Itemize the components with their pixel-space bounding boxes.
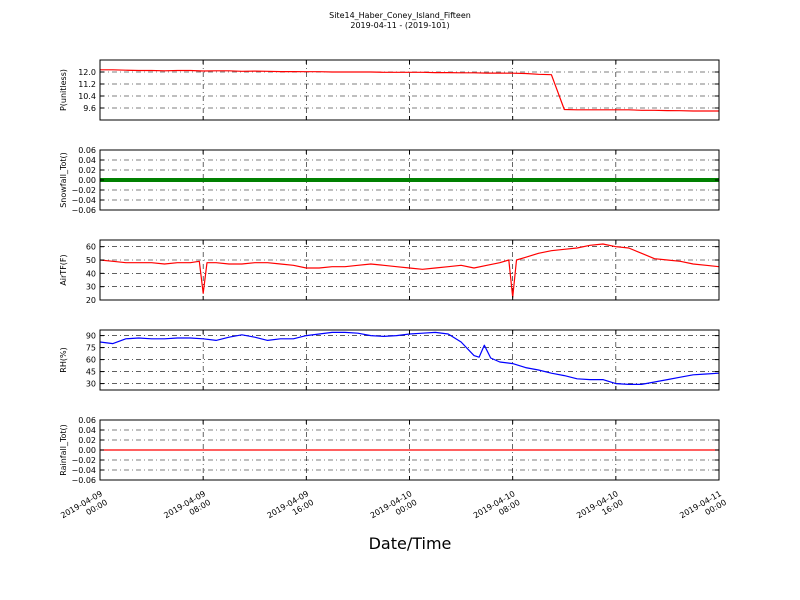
y-tick-label: 30 [86, 380, 96, 389]
panel-1: 9.6 10.4 11.2 12.0 P(unitless) [59, 59, 720, 121]
figure-subtitle: 2019-04-11 - (2019-101) [350, 21, 450, 30]
y-axis-label: P(unitless) [59, 69, 68, 111]
series-line [99, 243, 720, 298]
y-tick-label: 10.4 [78, 92, 96, 101]
y-axis-label: Rainfall_Tot() [59, 424, 68, 476]
panel-4: 30 45 60 75 90 RH(%) [59, 329, 720, 391]
y-tick-label: −0.06 [71, 476, 96, 485]
panel-3: 20 30 40 50 60 AirTF(F) [59, 239, 720, 305]
y-tick-label: −0.04 [71, 466, 96, 475]
x-axis-label: Date/Time [368, 534, 452, 553]
y-tick-label: 60 [86, 243, 96, 252]
y-tick-label: 50 [86, 256, 96, 265]
y-tick-label: 0.00 [78, 446, 96, 455]
y-tick-label: 45 [86, 368, 96, 377]
panel-2: −0.06−0.04−0.020.000.020.040.06 Snowfall_… [59, 146, 720, 215]
y-axis-label: Snowfall_Tot() [59, 152, 68, 208]
y-tick-label: 0.06 [78, 146, 96, 155]
y-tick-label: 90 [86, 332, 96, 341]
y-tick-label: 0.06 [78, 416, 96, 425]
y-tick-label: 60 [86, 356, 96, 365]
y-tick-label: 0.04 [78, 156, 96, 165]
y-tick-label: 12.0 [78, 68, 96, 77]
y-tick-label: 0.00 [78, 176, 96, 185]
y-tick-label: −0.04 [71, 196, 96, 205]
y-axis-label: AirTF(F) [59, 254, 68, 285]
y-tick-label: −0.06 [71, 206, 96, 215]
y-tick-label: 30 [86, 283, 96, 292]
y-tick-label: 0.02 [78, 436, 96, 445]
series-line [99, 331, 720, 385]
panel-5: −0.06−0.04−0.020.000.020.040.06 Rainfall_… [59, 416, 720, 485]
y-tick-label: −0.02 [71, 186, 96, 195]
series-line [100, 69, 719, 112]
y-tick-label: 20 [86, 296, 96, 305]
y-axis-label: RH(%) [59, 347, 68, 372]
figure-title: Site14_Haber_Coney_Island_Fifteen [329, 11, 471, 20]
y-tick-label: 75 [86, 344, 96, 353]
y-tick-label: 40 [86, 269, 96, 278]
y-tick-label: 0.04 [78, 426, 96, 435]
y-tick-label: 0.02 [78, 166, 96, 175]
y-tick-label: 11.2 [78, 80, 96, 89]
y-tick-label: 9.6 [83, 104, 96, 113]
y-tick-label: −0.02 [71, 456, 96, 465]
